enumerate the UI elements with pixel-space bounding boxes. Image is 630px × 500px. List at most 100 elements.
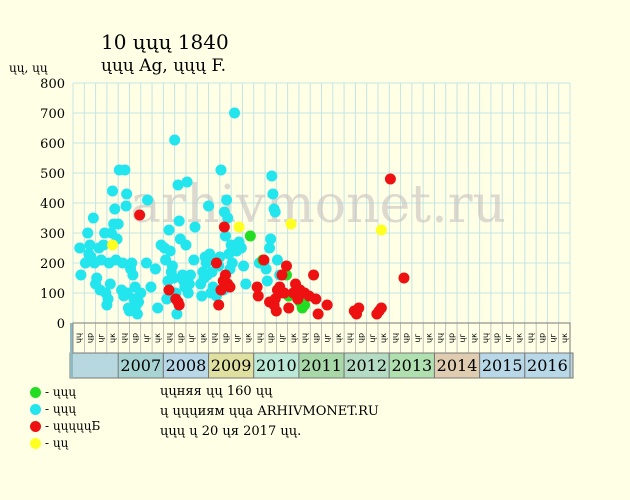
data-point: [269, 206, 281, 218]
month-label: ųр: [131, 333, 140, 343]
data-point: [135, 287, 147, 299]
month-label: ųр: [221, 333, 230, 343]
month-label: ųг: [187, 333, 196, 342]
month-label: ųр: [176, 333, 185, 343]
chart-subtitle: ųųų Ag, ųųų F.: [101, 56, 227, 76]
legend-dot-yellow: [30, 438, 41, 449]
data-points: [74, 107, 410, 320]
data-point: [267, 188, 279, 200]
data-point: [270, 305, 282, 317]
data-point: [271, 254, 283, 266]
data-point: [276, 269, 288, 281]
data-point: [222, 212, 234, 224]
data-point: [184, 269, 196, 281]
data-point: [221, 194, 233, 206]
month-label: ųр: [492, 333, 501, 343]
y-tick-label: 400: [40, 197, 65, 212]
data-point: [278, 287, 290, 299]
data-point: [266, 170, 278, 182]
month-label: ųк: [244, 333, 253, 343]
data-point: [97, 239, 109, 251]
data-point: [164, 245, 176, 257]
data-point: [375, 224, 387, 236]
data-point: [261, 275, 273, 287]
legend-label: - ųųų: [45, 385, 77, 399]
month-label: ųк: [289, 333, 298, 343]
data-point: [210, 257, 222, 269]
data-point: [384, 173, 396, 185]
data-point: [265, 233, 277, 245]
data-point: [168, 272, 180, 284]
month-label: ųр: [85, 333, 94, 343]
data-point: [188, 254, 200, 266]
month-label: ųр: [311, 333, 320, 343]
month-label: ųр: [266, 333, 275, 343]
month-labels: ųų ųр ųг ųк ųų ųр ųг ųк ųų ųр ųг ųк ųų ųр ųг ųк ųų ųр ųг ųк…: [72, 322, 571, 354]
data-point: [251, 281, 263, 293]
data-point: [74, 242, 86, 254]
data-point: [126, 257, 138, 269]
month-label: ųг: [277, 333, 286, 342]
data-point: [280, 260, 292, 272]
data-point: [134, 209, 146, 221]
chart-title: 10 ųųų 1840: [101, 30, 229, 54]
data-point: [353, 302, 365, 314]
year-band-2016: [524, 352, 571, 379]
y-tick-label: 800: [40, 77, 65, 92]
year-band-2012: [343, 352, 390, 379]
data-point: [182, 287, 194, 299]
data-point: [142, 194, 154, 206]
data-point: [252, 290, 264, 302]
data-point: [321, 299, 333, 311]
month-label: ųų: [436, 333, 445, 343]
month-label: ųų: [74, 333, 83, 343]
data-point: [131, 308, 143, 320]
month-label: ųр: [447, 333, 456, 343]
data-point: [173, 299, 185, 311]
data-point: [180, 239, 192, 251]
data-point: [121, 188, 133, 200]
month-label: ųг: [458, 333, 467, 342]
y-axis-ticks: 0 100 200 300 400 500 600 700 800: [40, 77, 65, 332]
data-point: [152, 302, 164, 314]
legend-dot-red: [30, 421, 41, 432]
data-point: [398, 272, 410, 284]
data-point: [203, 200, 215, 212]
data-point: [238, 260, 250, 272]
data-point: [189, 221, 201, 233]
data-point: [264, 242, 276, 254]
data-point: [87, 212, 99, 224]
month-label: ųų: [345, 333, 354, 343]
month-label: ųг: [232, 333, 241, 342]
y-tick-label: 100: [40, 287, 65, 302]
data-point: [133, 296, 145, 308]
data-point: [213, 299, 225, 311]
month-label: ųг: [142, 333, 151, 342]
data-point: [258, 254, 270, 266]
month-label: ųг: [368, 333, 377, 342]
data-point: [229, 107, 241, 119]
data-point: [140, 257, 152, 269]
year-label: 2013: [392, 356, 433, 375]
data-point: [310, 293, 322, 305]
data-point: [235, 242, 247, 254]
month-label: ųк: [198, 333, 207, 343]
data-point: [163, 284, 175, 296]
data-point: [75, 269, 87, 281]
month-label: ųр: [537, 333, 546, 343]
year-label: 2016: [527, 356, 568, 375]
data-point: [102, 293, 114, 305]
month-label: ųк: [515, 333, 524, 343]
data-point: [171, 308, 183, 320]
month-label: ųк: [153, 333, 162, 343]
note-average-price: ųųняя ųų 160 ųų: [160, 384, 273, 399]
y-tick-label: 200: [40, 257, 65, 272]
legend-dot-cyan: [30, 404, 41, 415]
month-label: ųк: [560, 333, 569, 343]
y-year-bands: 2007 2008 2009 2010 2011 2012 2013 2014 2015 2016: [69, 323, 574, 379]
data-point: [224, 281, 236, 293]
y-tick-label: 500: [40, 167, 65, 182]
data-point: [308, 269, 320, 281]
data-point: [260, 263, 272, 275]
